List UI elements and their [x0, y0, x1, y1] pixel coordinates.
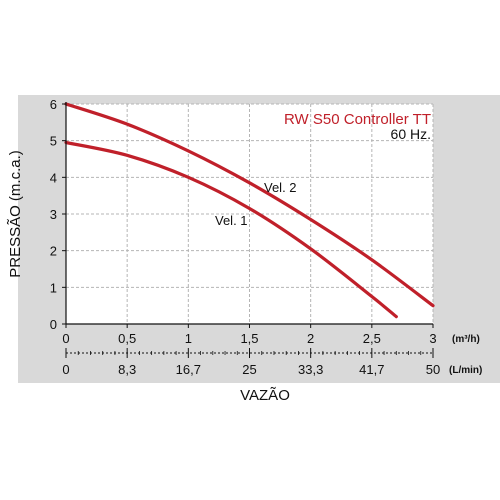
x-secondary-tick-label: 50: [426, 362, 440, 377]
y-tick-label: 3: [50, 207, 57, 222]
x-axis-title: VAZÃO: [240, 387, 290, 404]
x-tick-label: 0,5: [118, 331, 136, 346]
x-tick-label: 2: [307, 331, 314, 346]
y-tick-label: 4: [50, 170, 57, 185]
x-tick-labels: 0 0,5 1 1,5 2 2,5 3: [62, 331, 436, 346]
x-tick-label: 2,5: [363, 331, 381, 346]
x-tick-label: 3: [429, 331, 436, 346]
series-label-vel-2: Vel. 2: [264, 180, 297, 195]
axes: [62, 102, 434, 358]
x-unit-label: (m³/h): [452, 334, 480, 345]
x-secondary-tick-label: 8,3: [118, 362, 136, 377]
grid-lines: [65, 103, 434, 324]
x-secondary-tick-label: 33,3: [298, 362, 323, 377]
x-tick-label: 1: [185, 331, 192, 346]
series-label-vel-1: Vel. 1: [215, 213, 248, 228]
y-tick-label: 5: [50, 134, 57, 149]
y-tick-label: 2: [50, 244, 57, 259]
x-secondary-tick-label: 16,7: [176, 362, 201, 377]
chart-subtitle: 60 Hz.: [391, 126, 431, 142]
x-secondary-tick-label: 0: [62, 362, 69, 377]
y-tick-label: 1: [50, 280, 57, 295]
chart-title: RW S50 Controller TT: [284, 111, 431, 128]
y-tick-labels: 0 1 2 3 4 5 6: [50, 97, 57, 332]
x-secondary-tick-label: 41,7: [359, 362, 384, 377]
x-unit-secondary-label: (L/min): [449, 365, 482, 376]
x-tick-label: 1,5: [240, 331, 258, 346]
x-secondary-tick-labels: 0 8,3 16,7 25 33,3 41,7 50: [62, 362, 440, 377]
y-tick-label: 6: [50, 97, 57, 112]
x-tick-label: 0: [62, 331, 69, 346]
series-line-vel-1: [64, 140, 398, 319]
series-line-vel-2: [64, 102, 435, 308]
series-lines: [64, 102, 435, 319]
y-axis-title: PRESSÃO (m.c.a.): [7, 150, 24, 278]
x-secondary-tick-label: 25: [242, 362, 256, 377]
y-tick-label: 0: [50, 317, 57, 332]
